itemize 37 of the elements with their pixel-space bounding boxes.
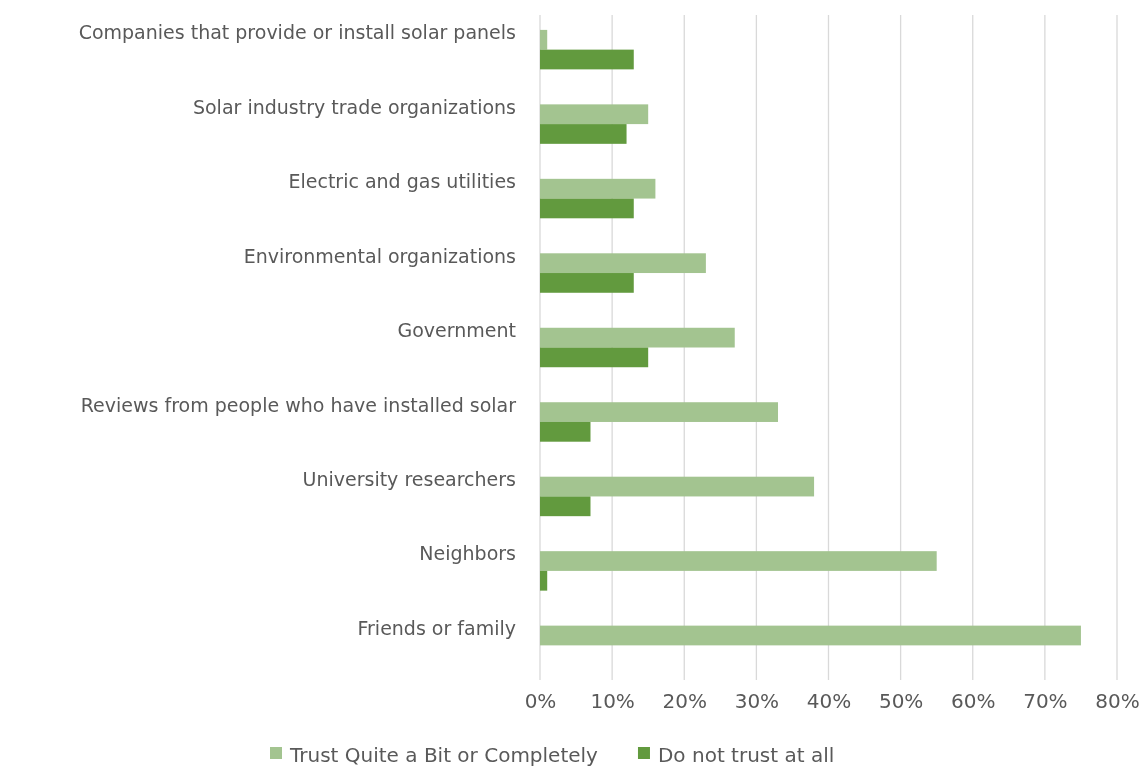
x-tick-label: 40% — [806, 689, 852, 714]
y-tick-label: Reviews from people who have installed solar — [80, 393, 517, 416]
bar — [540, 124, 627, 144]
bar — [540, 253, 706, 274]
y-tick-label: Solar industry trade organizations — [192, 95, 516, 118]
legend-label: Do not trust at all — [657, 743, 835, 767]
x-tick-label: 10% — [590, 689, 635, 714]
y-tick-label: Companies that provide or install solar panels — [78, 21, 516, 44]
x-tick-label: 70% — [1023, 689, 1068, 714]
bar — [540, 198, 634, 219]
bar — [540, 273, 634, 293]
y-tick-label: Friends or family — [357, 616, 516, 639]
y-tick-label: University researchers — [302, 467, 516, 490]
x-tick-label: 80% — [1095, 689, 1140, 714]
bar — [540, 178, 656, 199]
bar — [540, 421, 591, 442]
y-tick-label: Electric and gas utilities — [288, 170, 516, 193]
bar — [540, 551, 937, 571]
x-tick-label: 30% — [734, 689, 780, 714]
legend-label: Trust Quite a Bit or Completely — [289, 743, 599, 767]
x-tick-label: 0% — [524, 689, 557, 714]
y-tick-label: Environmental organizations — [243, 244, 516, 267]
y-tick-label: Neighbors — [419, 542, 516, 565]
y-tick-label: Government — [397, 319, 516, 342]
bar — [540, 327, 735, 348]
x-tick-label: 50% — [878, 689, 924, 714]
bar — [540, 49, 634, 70]
bar — [540, 496, 591, 517]
bar — [540, 625, 1081, 646]
bar — [540, 347, 649, 368]
bar — [540, 104, 649, 125]
x-tick-label: 20% — [662, 689, 707, 714]
bar — [540, 570, 548, 591]
bar — [540, 476, 815, 497]
bar — [540, 29, 548, 50]
x-tick-label: 60% — [951, 689, 996, 714]
bar — [540, 402, 779, 422]
